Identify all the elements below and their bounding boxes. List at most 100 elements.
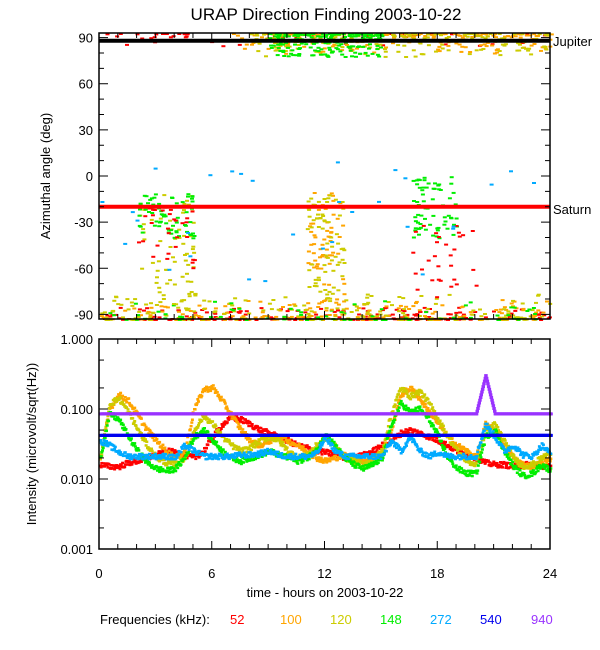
intensity-point xyxy=(541,456,545,460)
intensity-point xyxy=(437,421,441,424)
intensity-point xyxy=(536,469,540,473)
intensity-point xyxy=(177,461,181,464)
intensity-point xyxy=(417,393,421,396)
intensity-point xyxy=(466,469,470,473)
azimuth-point xyxy=(339,311,344,314)
azimuth-point xyxy=(336,242,341,245)
azimuth-point xyxy=(341,308,346,311)
intensity-point xyxy=(523,465,527,468)
saturn-label: Saturn xyxy=(553,202,591,217)
azimuth-point xyxy=(456,231,461,234)
azimuth-point xyxy=(337,214,342,217)
azimuth-point xyxy=(312,243,317,246)
azimuth-point xyxy=(368,46,373,49)
azimuth-point xyxy=(375,315,380,318)
intensity-point xyxy=(157,467,161,470)
intensity-point xyxy=(182,451,186,455)
intensity-point xyxy=(430,422,434,425)
azimuth-point xyxy=(396,50,401,53)
intensity-point xyxy=(444,440,447,444)
intensity-point xyxy=(311,451,315,454)
intensity-point xyxy=(256,455,259,458)
azimuth-point xyxy=(298,33,303,36)
azimuth-point xyxy=(330,45,335,48)
azimuth-point xyxy=(437,237,442,240)
intensity-point xyxy=(290,454,294,458)
intensity-point xyxy=(239,447,243,451)
intensity-point xyxy=(276,450,280,454)
azimuth-point xyxy=(367,34,372,37)
azimuth-point xyxy=(383,55,388,58)
azimuth-point xyxy=(521,309,526,312)
intensity-point xyxy=(235,415,239,418)
azimuth-point xyxy=(263,280,268,283)
intensity-point xyxy=(146,454,149,457)
intensity-point xyxy=(450,458,453,461)
intensity-point xyxy=(176,466,180,470)
intensity-point xyxy=(122,403,126,406)
intensity-point xyxy=(496,426,500,429)
azimuth-point xyxy=(157,316,162,319)
azimuth-point xyxy=(308,46,313,49)
azimuth-point xyxy=(163,305,168,308)
azimuth-point xyxy=(173,245,178,248)
intensity-point xyxy=(260,431,264,434)
intensity-point xyxy=(303,448,307,451)
intensity-point xyxy=(397,444,400,447)
intensity-point xyxy=(246,457,249,461)
intensity-point xyxy=(123,426,127,429)
intensity-point xyxy=(354,464,357,468)
intensity-point xyxy=(327,458,331,461)
intensity-point xyxy=(248,421,252,425)
intensity-point xyxy=(267,438,271,441)
intensity-point xyxy=(503,461,507,465)
azimuth-point xyxy=(302,304,307,307)
azimuth-point xyxy=(115,35,120,38)
azimuth-point xyxy=(334,233,339,236)
intensity-point xyxy=(172,454,176,457)
azimuth-point xyxy=(208,174,213,177)
azimuth-point xyxy=(199,315,204,318)
azimuth-tick-label: 0 xyxy=(86,169,93,184)
intensity-point xyxy=(220,450,224,453)
azimuth-point xyxy=(259,307,264,310)
intensity-point xyxy=(293,440,297,443)
intensity-point xyxy=(166,456,170,459)
intensity-point xyxy=(129,461,133,465)
azimuth-point xyxy=(356,34,361,37)
azimuth-point xyxy=(372,51,377,54)
azimuth-point xyxy=(432,255,437,258)
azimuth-point xyxy=(506,310,511,313)
azimuth-point xyxy=(511,34,516,37)
intensity-point xyxy=(337,451,341,454)
azimuth-point xyxy=(100,201,105,203)
azimuth-point xyxy=(509,302,514,305)
azimuth-point xyxy=(129,301,134,304)
intensity-point xyxy=(318,460,322,463)
azimuth-point xyxy=(176,309,181,312)
azimuth-point xyxy=(294,54,299,57)
intensity-point xyxy=(256,456,260,460)
azimuth-point xyxy=(542,46,547,49)
azimuth-point xyxy=(405,35,410,38)
azimuth-point xyxy=(154,33,159,36)
intensity-point xyxy=(169,462,173,466)
intensity-point xyxy=(439,439,443,443)
azimuth-point xyxy=(539,49,543,52)
intensity-point xyxy=(189,424,193,428)
azimuth-point xyxy=(367,316,372,319)
azimuth-point xyxy=(427,316,432,318)
intensity-point xyxy=(169,458,173,461)
intensity-point xyxy=(372,446,376,450)
intensity-point xyxy=(544,455,547,458)
azimuth-point xyxy=(247,312,252,315)
azimuth-point xyxy=(461,313,466,316)
intensity-point xyxy=(206,430,210,434)
intensity-point xyxy=(480,448,484,451)
intensity-point xyxy=(174,451,178,454)
intensity-point xyxy=(105,464,108,467)
azimuth-point xyxy=(180,222,185,225)
intensity-point xyxy=(205,386,209,389)
intensity-point xyxy=(170,456,174,459)
intensity-point xyxy=(385,437,389,440)
